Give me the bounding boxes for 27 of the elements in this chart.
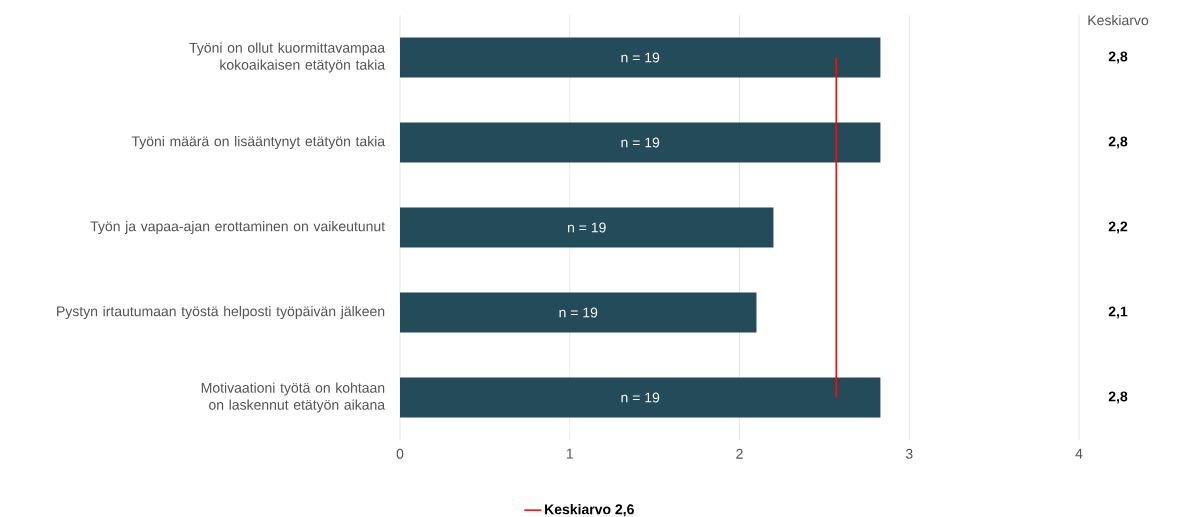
- annotation: n = 19: [567, 222, 606, 233]
- data-label: 2,8: [1108, 136, 1128, 149]
- x-tick-label: 2: [736, 448, 743, 459]
- data-label: 2,1: [1108, 306, 1128, 319]
- bar: [400, 207, 774, 248]
- annotation: n = 19: [621, 392, 660, 403]
- annotation: n = 19: [559, 307, 598, 318]
- text: Keskiarvo: [1088, 14, 1149, 26]
- y-tick-label: Pystyn irtautumaan työstä helposti työpäivän jälkeen: [57, 305, 385, 320]
- y-tick-label: Työn ja vapaa-ajan erottaminen on vaikeutunut: [90, 220, 385, 235]
- bar: [400, 122, 881, 163]
- x-tick-label: 1: [566, 448, 573, 459]
- annotation: n = 19: [621, 137, 660, 148]
- y-tick-label: Työni on ollut kuormittavampaa kokoaikaisen etätyön takia: [189, 42, 386, 73]
- legend-label: Keskiarvo 2,6: [545, 504, 634, 517]
- x-tick-label: 4: [1075, 448, 1083, 459]
- bar: [400, 37, 881, 78]
- data-label: 2,8: [1108, 51, 1128, 64]
- y-tick-label: Motivaationi työtä on kohtaan on laskennut etätyön aikana: [201, 382, 386, 413]
- annotation: n = 19: [621, 52, 660, 63]
- bar: [400, 292, 757, 333]
- y-tick-label: Työni määrä on lisääntynyt etätyön takia: [131, 135, 386, 150]
- x-tick-label: 3: [905, 448, 913, 459]
- bar: [400, 377, 881, 418]
- data-label: 2,2: [1108, 221, 1128, 234]
- x-tick-label: 0: [396, 448, 404, 459]
- data-label: 2,8: [1108, 391, 1128, 404]
